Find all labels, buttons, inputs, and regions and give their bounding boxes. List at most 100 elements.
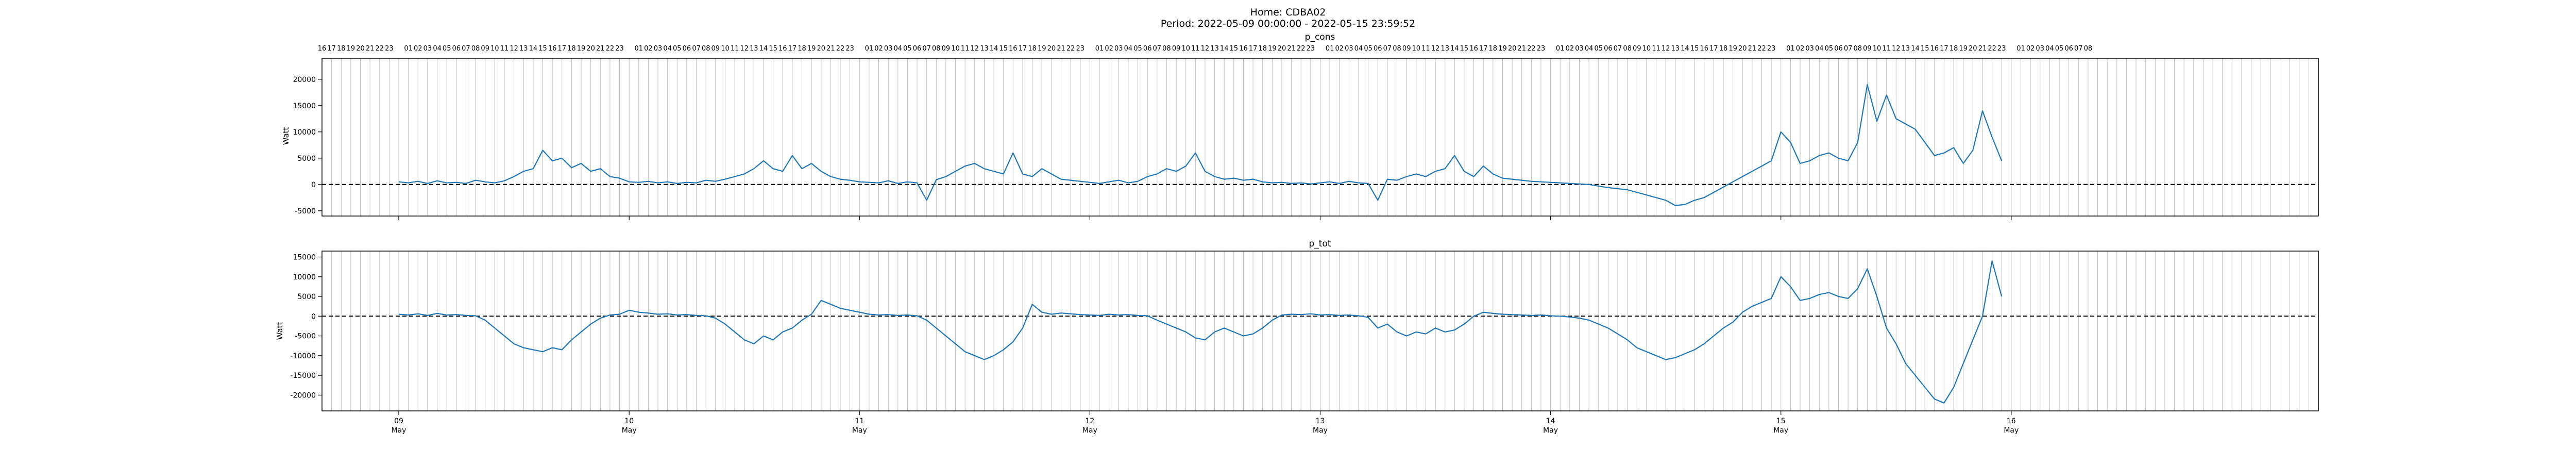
hour-label: 10 [721,45,730,53]
month-tick-label: May [622,426,637,435]
hour-label: 18 [798,45,806,53]
hour-label: 01 [1326,45,1334,53]
y-tick-label: 15000 [293,102,316,110]
hour-label: 21 [1748,45,1757,53]
hour-label: 11 [1191,45,1200,53]
hour-label: 02 [1566,45,1574,53]
hour-label: 15 [769,45,777,53]
figure-title-line1: Home: CDBA02 [1250,7,1326,18]
hour-label: 19 [577,45,586,53]
hour-label: 06 [1143,45,1152,53]
hour-label: 05 [673,45,682,53]
y-tick-label: -10000 [290,352,316,360]
hour-label: 03 [423,45,432,53]
y-tick-label: -5000 [295,207,316,216]
hour-label: 16 [1239,45,1248,53]
hour-label: 23 [1307,45,1315,53]
hour-label: 11 [1421,45,1430,53]
hour-label: 04 [2045,45,2054,53]
month-tick-label: May [852,426,867,435]
hour-label: 15 [1460,45,1469,53]
y-ticks-p-tot: -20000 -15000 -10000 -5000 0 5000 10000 15000 [290,254,322,400]
hour-label: 06 [1834,45,1843,53]
day-tick-label: 15 [1776,417,1786,425]
hour-label: 02 [1105,45,1113,53]
day-tick-label: 09 [394,417,403,425]
hour-label: 10 [1412,45,1421,53]
hour-label: 06 [913,45,922,53]
hour-label: 20 [356,45,365,53]
hour-label: 12 [1431,45,1440,53]
month-tick-label: May [1773,426,1788,435]
hour-label: 11 [1882,45,1891,53]
hour-label: 09 [1402,45,1411,53]
hour-label: 09 [1633,45,1641,53]
hour-label: 07 [462,45,470,53]
hour-label: 12 [1892,45,1901,53]
hour-label: 01 [865,45,874,53]
hour-label: 07 [1383,45,1392,53]
hour-label: 17 [1249,45,1258,53]
series-line-p-cons [398,84,2003,206]
hour-label: 17 [1940,45,1948,53]
hour-label: 07 [1844,45,1853,53]
hour-label: 03 [654,45,663,53]
hour-label: 22 [1527,45,1536,53]
hour-label: 11 [731,45,739,53]
hour-label: 18 [1489,45,1498,53]
hour-label: 03 [1345,45,1353,53]
hour-label: 11 [961,45,970,53]
hour-label: 15 [1921,45,1929,53]
hour-label: 21 [826,45,835,53]
hour-label: 20 [1278,45,1286,53]
panel-p-cons: p_cons Watt -5000 0 5000 10000 15000 20000 [281,32,2319,220]
hour-label: 03 [2036,45,2044,53]
y-axis-label-p-tot: Watt [275,322,284,340]
hour-label: 09 [942,45,951,53]
hour-label: 23 [1997,45,2006,53]
y-tick-label: -5000 [295,333,316,341]
month-tick-label: May [1313,426,1328,435]
hour-label: 19 [1038,45,1046,53]
plot-frame-p-tot [321,251,2319,411]
day-tick-label: 16 [2007,417,2016,425]
hour-label: 05 [2055,45,2064,53]
hour-label: 05 [1133,45,1142,53]
hour-label: 06 [683,45,691,53]
hour-label: 17 [327,45,336,53]
series-line-p-tot [398,260,2003,404]
hour-label: 13 [1210,45,1219,53]
hour-label: 16 [548,45,557,53]
y-tick-label: -15000 [290,372,316,380]
y-tick-label: 0 [311,181,316,189]
hour-label: 20 [1969,45,1977,53]
hour-label: 23 [1076,45,1085,53]
hour-label: 19 [347,45,355,53]
hour-label: 06 [1374,45,1382,53]
hour-label: 02 [1796,45,1805,53]
hour-label: 04 [433,45,442,53]
hour-label: 20 [817,45,826,53]
hour-label: 19 [1498,45,1507,53]
hour-label: 06 [2064,45,2073,53]
panel-title-p-cons: p_cons [1305,32,1335,42]
hour-label: 07 [922,45,931,53]
hour-label: 15 [1690,45,1699,53]
hour-grid-p-cons [321,58,2319,216]
hour-label: 10 [490,45,499,53]
day-tick-label: 12 [1085,417,1094,425]
hour-label: 07 [1614,45,1622,53]
hour-label: 09 [481,45,489,53]
day-tick-label: 13 [1316,417,1325,425]
hour-label: 04 [1815,45,1824,53]
hour-label: 03 [884,45,893,53]
hour-label: 03 [1805,45,1814,53]
hour-label: 23 [615,45,624,53]
hour-label: 07 [2074,45,2083,53]
hour-label: 14 [529,45,538,53]
hour-label: 08 [1162,45,1171,53]
hour-label: 22 [1988,45,1996,53]
hour-label: 21 [1978,45,1987,53]
